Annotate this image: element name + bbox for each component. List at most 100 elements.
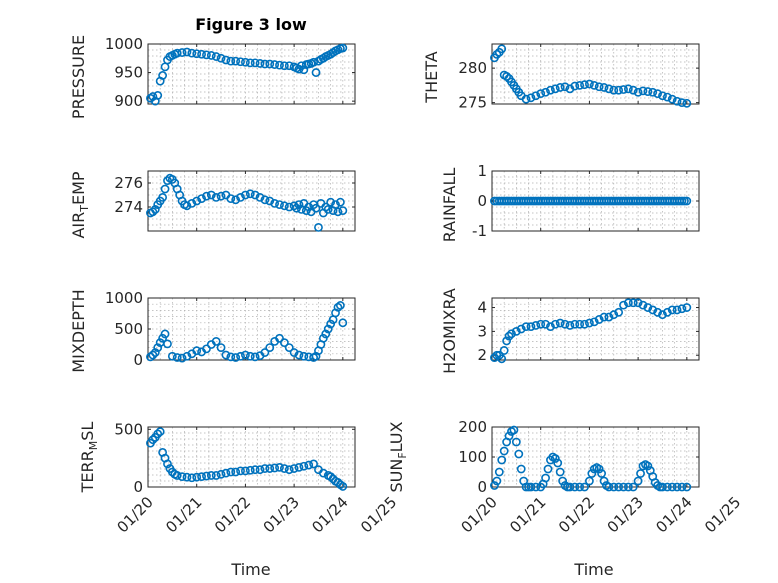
- axes-frame: [147, 170, 356, 232]
- data-point: [279, 464, 289, 473]
- subplot-6: 2 3 4: [477, 297, 700, 364]
- data-point: [497, 44, 507, 54]
- ylabel-theta: THETA: [422, 51, 441, 103]
- data-point: [643, 303, 653, 312]
- y-tick-label: 500: [114, 420, 143, 438]
- data-point: [531, 482, 541, 492]
- data-point: [338, 318, 348, 328]
- data-point: [604, 312, 614, 322]
- data-point: [255, 192, 265, 202]
- data-point: [250, 465, 260, 475]
- data-point: [245, 58, 255, 68]
- data-point: [187, 473, 197, 483]
- data-point: [619, 300, 628, 310]
- axes-frame: [491, 297, 700, 361]
- data-point: [250, 352, 260, 362]
- data-point: [275, 333, 284, 343]
- data-point: [507, 329, 516, 339]
- data-point: [565, 321, 575, 330]
- data-point: [662, 307, 672, 317]
- data-point: [231, 56, 241, 66]
- data-point: [255, 465, 265, 475]
- data-point: [326, 197, 336, 207]
- subplot-2: 275 280: [458, 43, 700, 112]
- data-point: [662, 482, 672, 492]
- data-point: [643, 461, 653, 471]
- data-point: [279, 61, 289, 71]
- y-tick-label: 900: [114, 92, 143, 110]
- data-point: [335, 197, 345, 207]
- data-point: [289, 464, 299, 473]
- data-point: [526, 482, 536, 492]
- data-point: [619, 85, 628, 94]
- data-point: [633, 476, 643, 486]
- data-point: [492, 49, 502, 59]
- data-point: [265, 196, 275, 206]
- data-point: [270, 463, 280, 473]
- data-point: [148, 435, 158, 445]
- data-point: [667, 482, 677, 492]
- data-point: [658, 91, 667, 101]
- data-point: [570, 319, 580, 329]
- data-point: [499, 446, 509, 456]
- data-point: [275, 462, 284, 472]
- data-point: [497, 455, 507, 465]
- data-point: [531, 321, 541, 330]
- data-point: [245, 351, 255, 361]
- data-point: [672, 96, 682, 106]
- data-point: [585, 476, 594, 486]
- data-point: [182, 351, 192, 361]
- data-point: [614, 307, 624, 317]
- xlabel-right: Time: [573, 560, 613, 579]
- data-point: [211, 52, 221, 61]
- data-point: [299, 65, 309, 75]
- data-point: [231, 195, 241, 205]
- ylabel-mixdepth: MIXDEPTH: [69, 289, 88, 372]
- data-point: [575, 319, 585, 329]
- subplot-1: 900 950 1000: [105, 35, 356, 110]
- data-point: [192, 49, 202, 59]
- data-point: [160, 184, 170, 194]
- y-tick-label: 950: [114, 64, 143, 82]
- data-point: [245, 465, 255, 475]
- data-point: [182, 47, 192, 57]
- data-point: [289, 201, 299, 211]
- data-point: [158, 192, 168, 202]
- data-point: [172, 48, 182, 58]
- data-point: [323, 324, 333, 334]
- data-point: [597, 469, 606, 478]
- data-point: [265, 464, 275, 473]
- y-tick-label: 274: [114, 198, 143, 216]
- ylabel-pressure: PRESSURE: [69, 35, 88, 119]
- data-point: [311, 203, 321, 213]
- data-point: [206, 471, 216, 480]
- data-point: [275, 60, 284, 70]
- data-point: [502, 336, 512, 346]
- data-point: [294, 350, 304, 360]
- figure-title: Figure 3 low: [195, 15, 307, 34]
- y-tick-label: 0: [477, 192, 487, 210]
- data-point: [553, 458, 563, 468]
- data-point: [580, 319, 589, 329]
- data-point: [335, 301, 345, 310]
- data-point: [260, 464, 270, 473]
- data-point: [311, 68, 321, 77]
- data-point: [216, 53, 226, 63]
- data-point: [284, 465, 294, 475]
- y-tick-label: 275: [458, 94, 487, 112]
- data-point: [211, 192, 221, 202]
- data-point: [309, 459, 318, 469]
- data-point: [284, 343, 294, 352]
- data-point: [241, 57, 250, 67]
- data-point: [672, 305, 682, 315]
- data-point: [504, 331, 514, 341]
- data-point: [338, 482, 348, 491]
- data-point: [550, 319, 560, 329]
- data-point: [633, 298, 643, 308]
- data-point: [226, 56, 236, 66]
- data-point: [197, 194, 206, 203]
- data-point: [599, 83, 609, 92]
- data-point: [221, 468, 231, 478]
- data-point: [526, 322, 536, 332]
- y-tick-label: -1: [472, 222, 487, 240]
